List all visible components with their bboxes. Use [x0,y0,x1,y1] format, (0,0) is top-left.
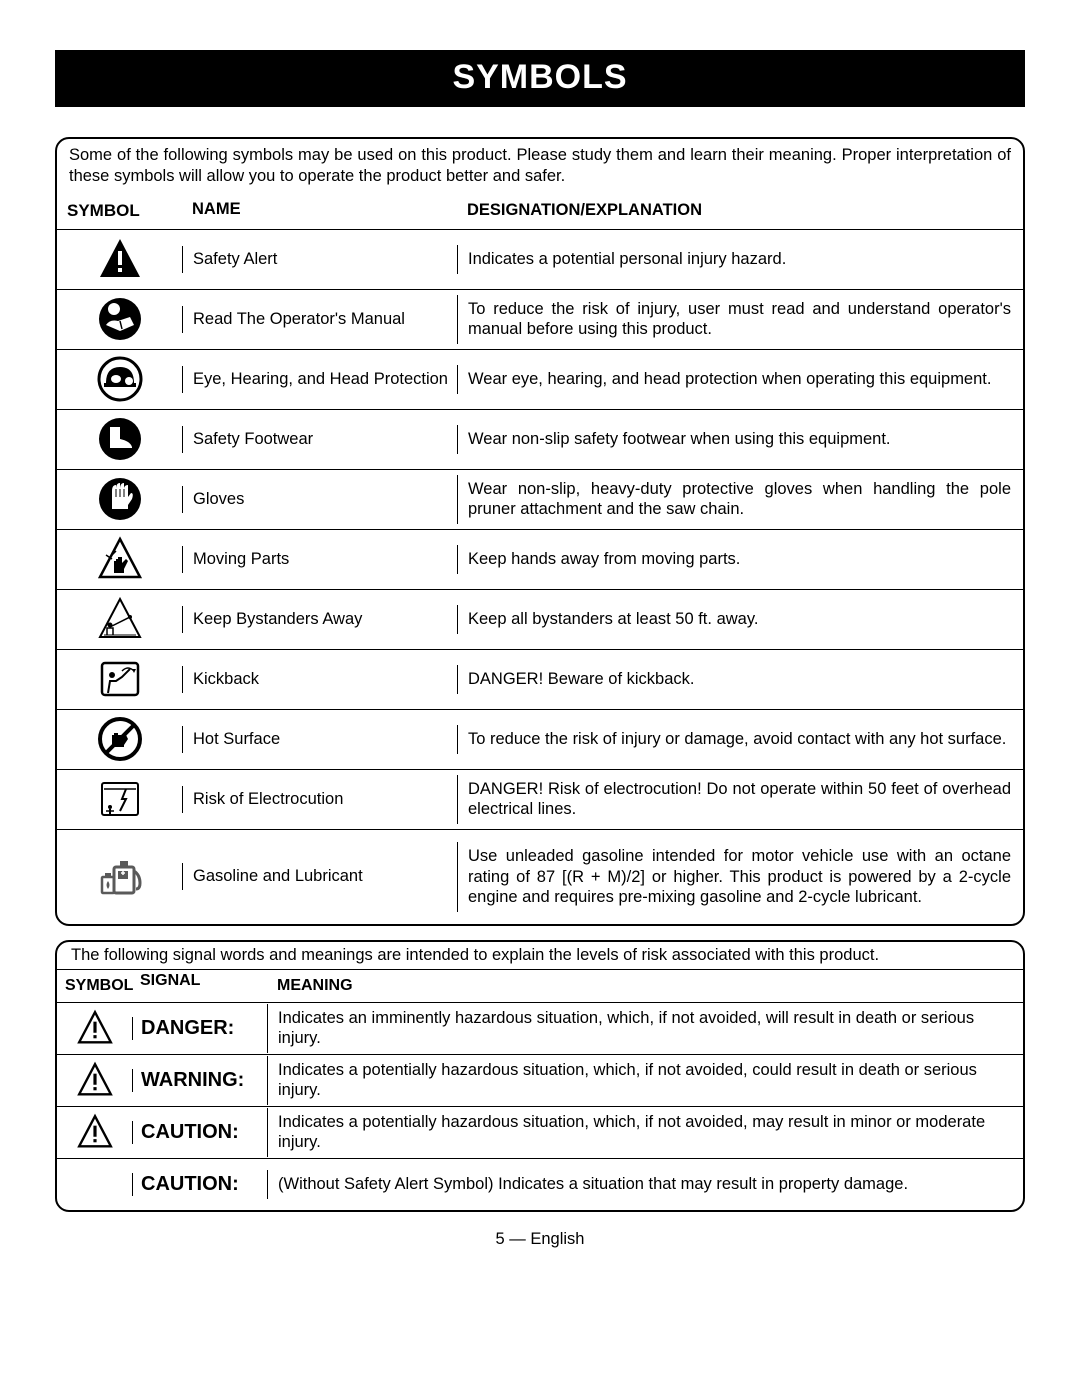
row-name: Safety Alert [182,246,457,273]
row-desc: Wear eye, hearing, and head protection w… [457,365,1023,394]
row-name: Read The Operator's Manual [182,306,457,333]
alert-icon [57,1113,132,1151]
col2-meaning: Meaning [267,972,1023,1000]
page-footer: 5 — English [55,1230,1025,1249]
signal-meaning: Indicates an imminently hazardous situat… [267,1004,1023,1053]
row-name: Gasoline and Lubricant [182,863,457,890]
intro-text: Some of the following symbols may be use… [57,139,1023,192]
symbols-table: Some of the following symbols may be use… [55,137,1025,926]
signal-meaning: Indicates a potentially hazardous situat… [267,1056,1023,1105]
signal-meaning: Indicates a potentially hazardous situat… [267,1108,1023,1157]
row-desc: Keep all bystanders at least 50 ft. away… [457,605,1023,634]
row-desc: Keep hands away from moving parts. [457,545,1023,574]
row-name: Eye, Hearing, and Head Protection [182,366,457,393]
col-name: Name [182,196,457,225]
signal-row: DANGER:Indicates an imminently hazardous… [57,1002,1023,1054]
row-name: Keep Bystanders Away [182,606,457,633]
symbol-row: Moving PartsKeep hands away from moving … [57,529,1023,589]
row-name: Gloves [182,486,457,513]
safety-footwear-icon [57,411,182,467]
row-name: Kickback [182,666,457,693]
col-symbol: Symbol [57,196,182,225]
alert-icon [57,1061,132,1099]
intro2-text: The following signal words and meanings … [57,942,1023,969]
signal-meaning: (Without Safety Alert Symbol) Indicates … [267,1170,1023,1199]
symbol-row: Safety FootwearWear non-slip safety foot… [57,409,1023,469]
row-desc: Indicates a potential personal injury ha… [457,245,1023,274]
header-row-2: Symbol Signal Meaning [57,969,1023,1002]
signals-table: The following signal words and meanings … [55,940,1025,1212]
eye-hearing-head-icon [57,351,182,407]
moving-parts-icon [57,531,182,587]
row-name: Risk of Electrocution [182,786,457,813]
signal-word: CAUTION: [132,1121,267,1144]
row-desc: Use unleaded gasoline intended for motor… [457,842,1023,912]
symbol-row: Safety AlertIndicates a potential person… [57,229,1023,289]
col2-signal: Signal [132,972,267,1000]
symbol-row: Keep Bystanders AwayKeep all bystanders … [57,589,1023,649]
col-desc: Designation/Explanation [457,196,1023,225]
signal-word: DANGER: [132,1017,267,1040]
symbol-row: KickbackDANGER! Beware of kickback. [57,649,1023,709]
row-name: Safety Footwear [182,426,457,453]
signal-word: CAUTION: [132,1173,267,1196]
row-desc: DANGER! Beware of kickback. [457,665,1023,694]
signal-word: WARNING: [132,1069,267,1092]
row-name: Moving Parts [182,546,457,573]
safety-alert-icon [57,231,182,287]
kickback-icon [57,651,182,707]
row-desc: Wear non-slip safety footwear when using… [457,425,1023,454]
signal-row: WARNING:Indicates a potentially hazardou… [57,1054,1023,1106]
bystanders-icon [57,591,182,647]
symbol-row: Hot SurfaceTo reduce the risk of injury … [57,709,1023,769]
row-desc: To reduce the risk of injury, user must … [457,295,1023,344]
row-desc: Wear non-slip, heavy-duty protective glo… [457,475,1023,524]
symbol-row: GlovesWear non-slip, heavy-duty protecti… [57,469,1023,529]
symbol-row: Read The Operator's ManualTo reduce the … [57,289,1023,349]
hot-surface-icon [57,711,182,767]
symbol-row: Risk of ElectrocutionDANGER! Risk of ele… [57,769,1023,829]
col2-symbol: Symbol [57,972,132,1000]
symbol-row: Eye, Hearing, and Head ProtectionWear ey… [57,349,1023,409]
page-title: SYMBOLS [55,50,1025,107]
gloves-icon [57,471,182,527]
read-manual-icon [57,291,182,347]
symbol-row: Gasoline and LubricantUse unleaded gasol… [57,829,1023,924]
header-row: Symbol Name Designation/Explanation [57,192,1023,229]
signal-row: CAUTION:Indicates a potentially hazardou… [57,1106,1023,1158]
signal-row: CAUTION:(Without Safety Alert Symbol) In… [57,1158,1023,1210]
alert-icon [57,1009,132,1047]
row-name: Hot Surface [182,726,457,753]
gasoline-icon [57,849,182,905]
electrocution-icon [57,771,182,827]
row-desc: DANGER! Risk of electrocution! Do not op… [457,775,1023,824]
row-desc: To reduce the risk of injury or damage, … [457,725,1023,754]
